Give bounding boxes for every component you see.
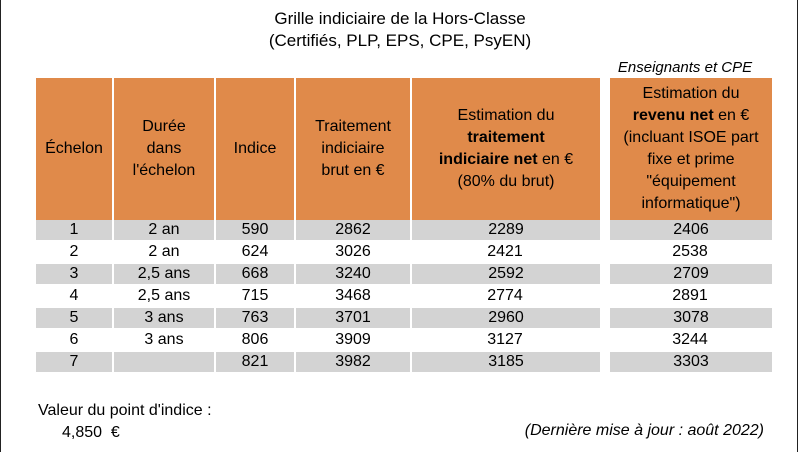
cell-net: 3127 (412, 330, 600, 352)
cell-revenu: 3244 (610, 330, 772, 352)
point-indice-label: Valeur du point d'indice : (38, 402, 212, 419)
cell-echelon: 6 (36, 330, 114, 352)
cell-revenu: 2538 (610, 242, 772, 264)
cell-brut: 3982 (296, 352, 412, 374)
cell-indice: 715 (216, 286, 296, 308)
cell-indice: 668 (216, 264, 296, 286)
column-gap (600, 286, 610, 308)
point-indice-block: Valeur du point d'indice : 4,850 € (38, 400, 212, 444)
column-gap (600, 78, 610, 220)
salary-grid-table: Échelon Durée dans l'échelon Indice Trai… (36, 78, 772, 374)
header-echelon: Échelon (36, 78, 114, 220)
cell-echelon: 1 (36, 220, 114, 242)
cell-duree: 3 ans (114, 308, 216, 330)
cell-echelon: 4 (36, 286, 114, 308)
cell-duree: 2 an (114, 220, 216, 242)
column-gap (600, 308, 610, 330)
cell-echelon: 3 (36, 264, 114, 286)
cell-net: 2960 (412, 308, 600, 330)
point-indice-value: 4,850 € (62, 424, 120, 441)
cell-duree: 2,5 ans (114, 286, 216, 308)
table-row: 6 3 ans 806 3909 3127 3244 (36, 330, 772, 352)
table-row: 2 2 an 624 3026 2421 2538 (36, 242, 772, 264)
cell-net: 2289 (412, 220, 600, 242)
header-indice: Indice (216, 78, 296, 220)
page-title: Grille indiciaire de la Hors-Classe (Cer… (0, 8, 800, 52)
side-label: Enseignants et CPE (617, 59, 753, 76)
cell-brut: 2862 (296, 220, 412, 242)
cell-indice: 763 (216, 308, 296, 330)
cell-indice: 624 (216, 242, 296, 264)
header-brut: Traitement indiciaire brut en € (296, 78, 412, 220)
table-row: 4 2,5 ans 715 3468 2774 2891 (36, 286, 772, 308)
table-row: 1 2 an 590 2862 2289 2406 (36, 220, 772, 242)
column-gap (600, 220, 610, 242)
header-duree: Durée dans l'échelon (114, 78, 216, 220)
cell-duree (114, 352, 216, 374)
cell-net: 3185 (412, 352, 600, 374)
cell-net: 2421 (412, 242, 600, 264)
header-revenu: Estimation du revenu net en € (incluant … (610, 78, 772, 220)
cell-brut: 3026 (296, 242, 412, 264)
cell-echelon: 5 (36, 308, 114, 330)
column-gap (600, 352, 610, 374)
cell-duree: 3 ans (114, 330, 216, 352)
cell-revenu: 2891 (610, 286, 772, 308)
last-update-note: (Dernière mise à jour : août 2022) (524, 422, 764, 439)
cell-duree: 2 an (114, 242, 216, 264)
column-gap (600, 264, 610, 286)
column-gap (600, 242, 610, 264)
title-line-2: (Certifiés, PLP, EPS, CPE, PsyEN) (268, 31, 532, 50)
cell-brut: 3240 (296, 264, 412, 286)
cell-brut: 3909 (296, 330, 412, 352)
cell-net: 2774 (412, 286, 600, 308)
cell-revenu: 2709 (610, 264, 772, 286)
cell-brut: 3468 (296, 286, 412, 308)
column-gap (600, 330, 610, 352)
cell-revenu: 2406 (610, 220, 772, 242)
table-row: 5 3 ans 763 3701 2960 3078 (36, 308, 772, 330)
cell-duree: 2,5 ans (114, 264, 216, 286)
header-row: Échelon Durée dans l'échelon Indice Trai… (36, 78, 772, 220)
table-row: 3 2,5 ans 668 3240 2592 2709 (36, 264, 772, 286)
cell-echelon: 2 (36, 242, 114, 264)
cell-indice: 590 (216, 220, 296, 242)
cell-net: 2592 (412, 264, 600, 286)
cell-brut: 3701 (296, 308, 412, 330)
cell-indice: 821 (216, 352, 296, 374)
table-row: 7 821 3982 3185 3303 (36, 352, 772, 374)
title-line-1: Grille indiciaire de la Hors-Classe (274, 9, 526, 28)
cell-revenu: 3078 (610, 308, 772, 330)
cell-indice: 806 (216, 330, 296, 352)
cell-echelon: 7 (36, 352, 114, 374)
header-net: Estimation du traitement indiciaire net … (412, 78, 600, 220)
cell-revenu: 3303 (610, 352, 772, 374)
